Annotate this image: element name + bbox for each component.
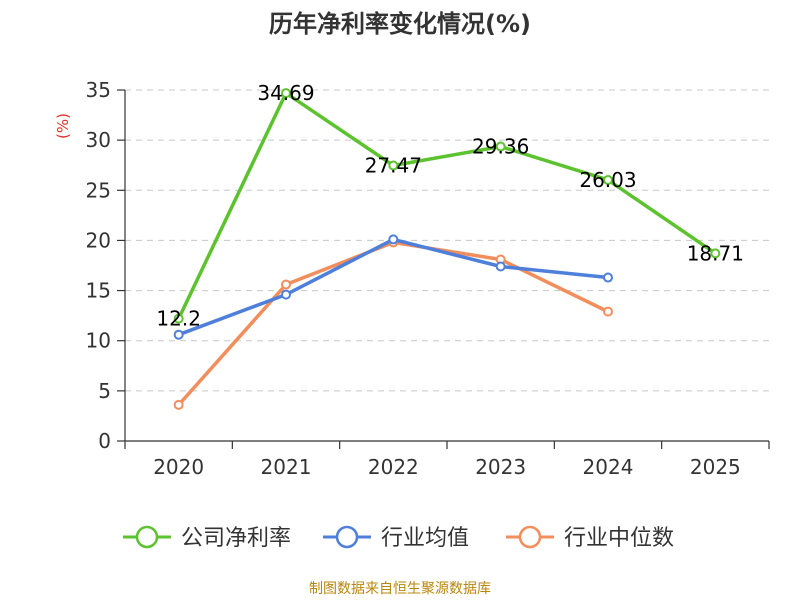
series-line-2 bbox=[178, 237, 609, 337]
data-point bbox=[388, 160, 399, 171]
y-tick-label: 0 bbox=[98, 429, 111, 453]
axis-layer: (%) bbox=[54, 90, 769, 442]
legend-marker-2 bbox=[335, 525, 359, 549]
data-point bbox=[388, 234, 399, 245]
x-tick-label: 2023 bbox=[475, 455, 526, 479]
x-tick-label: 2021 bbox=[261, 455, 312, 479]
series-line-1 bbox=[177, 91, 717, 320]
data-point bbox=[281, 88, 291, 99]
data-point bbox=[281, 289, 291, 300]
data-label: 29.36 bbox=[472, 135, 529, 159]
y-tick-label: 25 bbox=[86, 178, 111, 202]
data-point bbox=[603, 174, 613, 185]
data-label: 26.03 bbox=[579, 168, 636, 192]
legend[interactable]: 公司净利率 行业均值 行业中位数 bbox=[123, 525, 674, 551]
y-tick-label: 10 bbox=[86, 329, 111, 353]
y-tick-label: 15 bbox=[86, 279, 111, 303]
data-point bbox=[710, 248, 721, 259]
data-label: 34.69 bbox=[257, 81, 314, 105]
data-point bbox=[173, 313, 184, 324]
series-line-3 bbox=[177, 240, 609, 407]
data-label-layer: 12.2 34.69 27.47 29.36 26.03 18.71 bbox=[156, 81, 744, 331]
y-tick-label: 30 bbox=[86, 128, 111, 152]
data-label: 18.71 bbox=[687, 241, 744, 265]
x-tick-label: 2025 bbox=[690, 455, 741, 479]
x-tick-label: 2024 bbox=[583, 455, 634, 479]
legend-label-3: 行业中位数 bbox=[564, 526, 674, 551]
legend-label-2: 行业均值 bbox=[381, 526, 469, 551]
data-label: 27.47 bbox=[365, 154, 422, 178]
y-tick-label: 35 bbox=[86, 78, 111, 102]
data-point bbox=[495, 261, 506, 272]
data-point bbox=[603, 306, 613, 317]
grid-layer bbox=[125, 89, 769, 392]
x-tick-label: 2020 bbox=[153, 455, 204, 479]
legend-marker-1 bbox=[135, 525, 159, 549]
data-label: 12.2 bbox=[156, 307, 201, 331]
data-point bbox=[173, 329, 184, 340]
chart-title: 历年净利率变化情况(%) bbox=[269, 10, 531, 38]
y-tick-label: 20 bbox=[86, 228, 111, 252]
y-tick-label: 5 bbox=[98, 379, 111, 403]
legend-marker-3 bbox=[518, 525, 542, 549]
y-axis-unit-label: (%) bbox=[54, 113, 72, 139]
data-point bbox=[281, 279, 291, 290]
data-point bbox=[495, 141, 506, 152]
x-tick-label: 2022 bbox=[368, 455, 419, 479]
legend-label-1: 公司净利率 bbox=[181, 526, 291, 551]
data-point bbox=[603, 272, 613, 283]
series-layer bbox=[173, 88, 721, 410]
data-point bbox=[173, 399, 184, 410]
source-footer: 制图数据来自恒生聚源数据库 bbox=[309, 581, 491, 597]
